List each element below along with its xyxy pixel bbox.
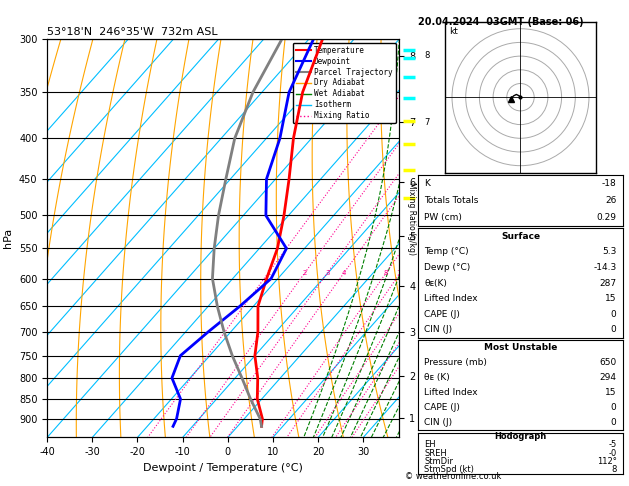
Text: -18: -18 xyxy=(602,179,616,188)
Y-axis label: km
ASL: km ASL xyxy=(423,238,441,260)
Text: 10: 10 xyxy=(396,270,405,276)
Text: 0: 0 xyxy=(611,418,616,427)
Text: θᴇ(K): θᴇ(K) xyxy=(425,278,447,288)
Text: Lifted Index: Lifted Index xyxy=(425,294,478,303)
Text: 5.3: 5.3 xyxy=(602,247,616,256)
Text: Pressure (mb): Pressure (mb) xyxy=(425,358,487,367)
Text: 3: 3 xyxy=(325,270,330,276)
Text: 15: 15 xyxy=(605,388,616,397)
Text: CL: CL xyxy=(425,302,435,311)
Text: 15: 15 xyxy=(605,294,616,303)
Text: 4: 4 xyxy=(342,270,347,276)
Text: Dewp (°C): Dewp (°C) xyxy=(425,263,470,272)
Text: 53°18'N  246°35'W  732m ASL: 53°18'N 246°35'W 732m ASL xyxy=(47,27,218,37)
Text: 8: 8 xyxy=(425,51,430,60)
Text: 650: 650 xyxy=(599,358,616,367)
Text: -14.3: -14.3 xyxy=(593,263,616,272)
Text: 6: 6 xyxy=(425,177,430,187)
Text: 1: 1 xyxy=(425,414,430,422)
Text: 26: 26 xyxy=(605,196,616,205)
Text: Totals Totals: Totals Totals xyxy=(425,196,479,205)
Text: Lifted Index: Lifted Index xyxy=(425,388,478,397)
Text: StmDir: StmDir xyxy=(425,457,454,466)
Text: 8: 8 xyxy=(384,270,389,276)
Text: Temp (°C): Temp (°C) xyxy=(425,247,469,256)
Text: -5: -5 xyxy=(608,440,616,450)
Legend: Temperature, Dewpoint, Parcel Trajectory, Dry Adiabat, Wet Adiabat, Isotherm, Mi: Temperature, Dewpoint, Parcel Trajectory… xyxy=(292,43,396,123)
Y-axis label: hPa: hPa xyxy=(3,228,13,248)
Text: 4: 4 xyxy=(425,281,430,291)
Text: 1: 1 xyxy=(266,270,270,276)
Text: -0: -0 xyxy=(608,449,616,458)
Text: K: K xyxy=(425,179,430,188)
Text: 0: 0 xyxy=(611,326,616,334)
Text: Most Unstable: Most Unstable xyxy=(484,343,557,352)
Text: © weatheronline.co.uk: © weatheronline.co.uk xyxy=(404,472,501,481)
Text: 20.04.2024  03GMT (Base: 06): 20.04.2024 03GMT (Base: 06) xyxy=(418,17,584,27)
Text: CAPE (J): CAPE (J) xyxy=(425,403,460,412)
Text: 0: 0 xyxy=(611,403,616,412)
Text: 0: 0 xyxy=(611,310,616,319)
Text: 0.29: 0.29 xyxy=(596,213,616,222)
Text: Mixing Ratio (g/kg): Mixing Ratio (g/kg) xyxy=(408,182,416,255)
Text: θᴇ (K): θᴇ (K) xyxy=(425,373,450,382)
Text: 112°: 112° xyxy=(597,457,616,466)
Text: kt: kt xyxy=(449,27,458,36)
Text: 287: 287 xyxy=(599,278,616,288)
Text: SREH: SREH xyxy=(425,449,447,458)
Text: Surface: Surface xyxy=(501,232,540,241)
Text: 8: 8 xyxy=(611,465,616,474)
Text: PW (cm): PW (cm) xyxy=(425,213,462,222)
Text: CIN (J): CIN (J) xyxy=(425,326,452,334)
Text: CIN (J): CIN (J) xyxy=(425,418,452,427)
Text: 2: 2 xyxy=(303,270,307,276)
Text: 2: 2 xyxy=(425,371,430,381)
Text: StmSpd (kt): StmSpd (kt) xyxy=(425,465,474,474)
Text: Hodograph: Hodograph xyxy=(494,432,547,441)
Text: 7: 7 xyxy=(425,118,430,127)
Text: EH: EH xyxy=(425,440,436,450)
X-axis label: Dewpoint / Temperature (°C): Dewpoint / Temperature (°C) xyxy=(143,463,303,473)
Text: 5: 5 xyxy=(425,232,430,241)
Text: CAPE (J): CAPE (J) xyxy=(425,310,460,319)
Text: 3: 3 xyxy=(425,327,430,336)
Text: 294: 294 xyxy=(599,373,616,382)
